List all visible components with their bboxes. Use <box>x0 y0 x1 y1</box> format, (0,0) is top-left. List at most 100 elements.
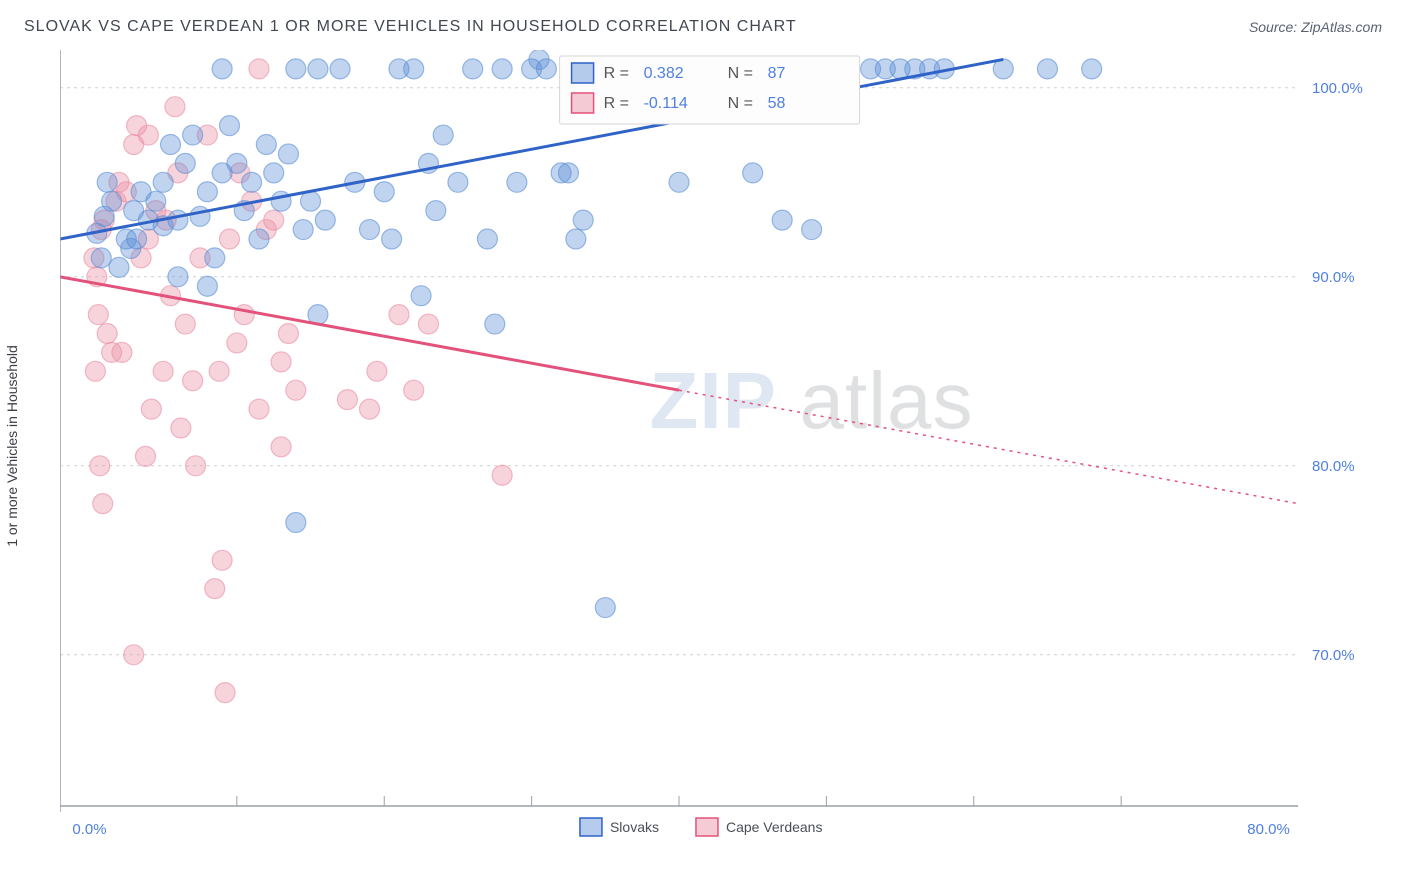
stat-box: R = 0.382 N = 87 R = -0.114 N = 58 <box>560 56 860 124</box>
stat-n-value: 58 <box>768 95 786 112</box>
data-point <box>507 172 527 192</box>
data-point <box>197 182 217 202</box>
data-point <box>477 229 497 249</box>
data-point <box>124 645 144 665</box>
chart-title: SLOVAK VS CAPE VERDEAN 1 OR MORE VEHICLE… <box>24 18 797 36</box>
y-tick-label: 90.0% <box>1312 269 1355 286</box>
stat-r-value: 0.382 <box>644 65 684 82</box>
data-point <box>249 399 269 419</box>
watermark: ZIPatlas <box>650 356 974 445</box>
data-point <box>404 380 424 400</box>
data-point <box>171 418 191 438</box>
x-tick-label: 0.0% <box>72 821 106 838</box>
x-tick-label: 80.0% <box>1247 821 1290 838</box>
data-point <box>529 50 549 69</box>
data-point <box>97 324 117 344</box>
data-point <box>212 550 232 570</box>
data-point <box>88 305 108 325</box>
data-point <box>186 456 206 476</box>
data-point <box>153 361 173 381</box>
data-point <box>566 229 586 249</box>
stat-r-label: R = <box>604 95 629 112</box>
data-point <box>135 446 155 466</box>
data-point <box>448 172 468 192</box>
data-point <box>249 229 269 249</box>
data-point <box>278 144 298 164</box>
data-point <box>183 371 203 391</box>
data-point <box>190 206 210 226</box>
data-point <box>669 172 689 192</box>
data-point <box>492 465 512 485</box>
data-point <box>175 153 195 173</box>
data-point <box>382 229 402 249</box>
y-tick-label: 80.0% <box>1312 458 1355 475</box>
data-point <box>330 59 350 79</box>
legend-swatch <box>572 93 594 113</box>
data-point <box>286 513 306 533</box>
data-point <box>772 210 792 230</box>
svg-text:atlas: atlas <box>800 356 974 445</box>
stat-r-value: -0.114 <box>644 95 688 112</box>
legend-swatch <box>580 818 602 836</box>
chart-source: Source: ZipAtlas.com <box>1249 19 1382 35</box>
data-point <box>485 314 505 334</box>
data-point <box>183 125 203 145</box>
data-point <box>418 314 438 334</box>
legend-label: Cape Verdeans <box>726 819 823 835</box>
data-point <box>205 248 225 268</box>
stat-n-label: N = <box>728 65 753 82</box>
legend-label: Slovaks <box>610 819 659 835</box>
data-point <box>219 229 239 249</box>
data-point <box>286 380 306 400</box>
data-point <box>212 59 232 79</box>
data-point <box>875 59 895 79</box>
data-point <box>168 267 188 287</box>
data-point <box>146 191 166 211</box>
data-point <box>256 135 276 155</box>
data-point <box>90 456 110 476</box>
data-point <box>138 125 158 145</box>
data-point <box>197 276 217 296</box>
data-point <box>278 324 298 344</box>
data-point <box>1082 59 1102 79</box>
data-point <box>205 579 225 599</box>
data-point <box>175 314 195 334</box>
data-point <box>165 97 185 117</box>
stat-r-label: R = <box>604 65 629 82</box>
data-point <box>141 399 161 419</box>
data-point <box>743 163 763 183</box>
data-point <box>242 172 262 192</box>
data-point <box>271 437 291 457</box>
data-point <box>315 210 335 230</box>
data-point <box>492 59 512 79</box>
data-point <box>271 352 291 372</box>
data-point <box>219 116 239 136</box>
data-point <box>337 390 357 410</box>
data-point <box>161 135 181 155</box>
data-point <box>389 305 409 325</box>
data-point <box>227 153 247 173</box>
data-point <box>109 257 129 277</box>
series-legend: Slovaks Cape Verdeans <box>580 818 823 836</box>
data-point <box>367 361 387 381</box>
data-point <box>1037 59 1057 79</box>
data-point <box>234 305 254 325</box>
y-tick-label: 100.0% <box>1312 80 1363 97</box>
data-point <box>573 210 593 230</box>
stat-n-label: N = <box>728 95 753 112</box>
legend-swatch <box>696 818 718 836</box>
data-point <box>209 361 229 381</box>
data-point <box>301 191 321 211</box>
data-point <box>85 361 105 381</box>
data-point <box>215 683 235 703</box>
stat-n-value: 87 <box>768 65 786 82</box>
data-point <box>127 229 147 249</box>
data-point <box>360 399 380 419</box>
data-point <box>374 182 394 202</box>
data-point <box>102 191 122 211</box>
scatter-chart: ZIPatlas70.0%80.0%90.0%100.0%0.0%80.0%R … <box>60 50 1380 880</box>
data-point <box>404 59 424 79</box>
data-point <box>360 220 380 240</box>
data-point <box>227 333 247 353</box>
legend-swatch <box>572 63 594 83</box>
